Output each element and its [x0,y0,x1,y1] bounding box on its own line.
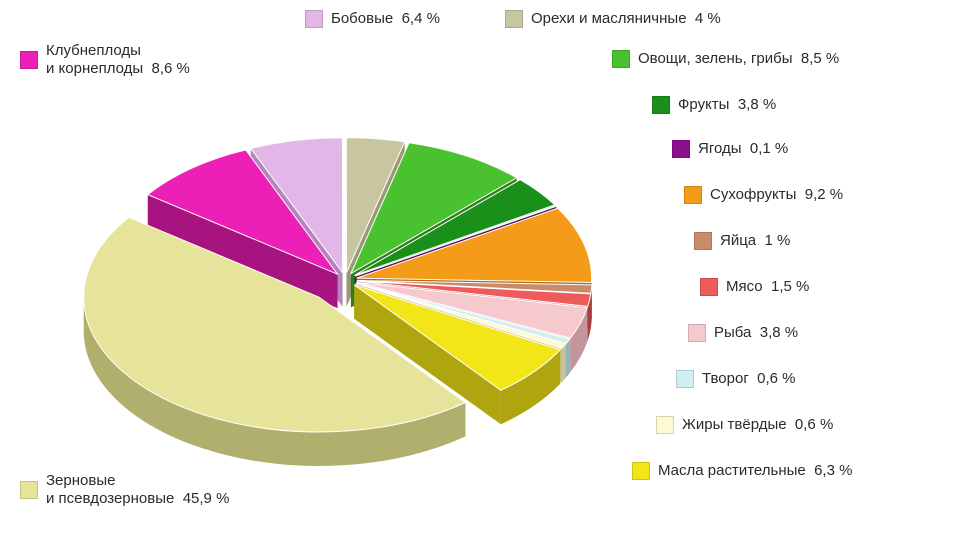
legend-item: Овощи, зелень, грибы 8,5 % [612,50,839,68]
legend-pct: 6,4 % [402,10,440,27]
legend-text: Ягоды 0,1 % [698,140,788,158]
legend-text: Фрукты 3,8 % [678,96,776,114]
legend-item: Сухофрукты 9,2 % [684,186,843,204]
legend-label-line2: и корнеплоды [46,60,143,77]
legend-item: Рыба 3,8 % [688,324,798,342]
legend-swatch [632,462,650,480]
legend-label: Орехи и масляничные [531,10,687,27]
legend-text: Бобовые 6,4 % [331,10,440,28]
pie-chart-3d: Бобовые 6,4 % Орехи и масляничные 4 % Клуб… [0,0,980,540]
legend-swatch [656,416,674,434]
legend-item: Мясо 1,5 % [700,278,809,296]
legend-swatch [700,278,718,296]
legend-label: Яйца [720,232,756,249]
legend-text: Мясо 1,5 % [726,278,809,296]
slice-side [562,344,566,382]
legend-label: Мясо [726,278,763,295]
legend-text: Жиры твёрдые 0,6 % [682,416,833,434]
legend-item: Орехи и масляничные 4 % [505,10,721,28]
legend-label-line2: и псевдозерновые [46,490,174,507]
legend-label: Рыба [714,324,751,341]
legend-label: Бобовые [331,10,393,27]
legend-item: Зерновыеи псевдозерновые 45,9 % [20,472,229,508]
legend-swatch [684,186,702,204]
legend-pct: 9,2 % [805,186,843,203]
legend-text: Яйца 1 % [720,232,790,250]
legend-text: Творог 0,6 % [702,370,796,388]
legend-pct: 8,5 % [801,50,839,67]
legend-pct: 3,8 % [738,96,776,113]
legend-pct: 1 % [765,232,791,249]
legend-text: Сухофрукты 9,2 % [710,186,843,204]
legend-swatch [688,324,706,342]
legend-swatch [20,51,38,69]
legend-text: Клубнеплодыи корнеплоды 8,6 % [46,42,190,78]
legend-item: Творог 0,6 % [676,370,796,388]
legend-item: Ягоды 0,1 % [672,140,788,158]
legend-item: Клубнеплодыи корнеплоды 8,6 % [20,42,190,78]
legend-swatch [672,140,690,158]
slice-side [566,339,570,378]
legend-swatch [612,50,630,68]
legend-item: Фрукты 3,8 % [652,96,776,114]
legend-pct: 0,6 % [757,370,795,387]
legend-pct: 0,1 % [750,140,788,157]
legend-text: Орехи и масляничные 4 % [531,10,721,28]
legend-swatch [652,96,670,114]
legend-item: Жиры твёрдые 0,6 % [656,416,833,434]
legend-label: Фрукты [678,96,729,113]
legend-pct: 1,5 % [771,278,809,295]
legend-label: Овощи, зелень, грибы [638,50,793,67]
legend-swatch [20,481,38,499]
legend-label: Масла растительные [658,462,806,479]
legend-pct: 4 % [695,10,721,27]
legend-pct: 45,9 % [183,490,230,507]
legend-item: Масла растительные 6,3 % [632,462,852,480]
pie-svg [0,0,980,540]
legend-label-line1: Зерновые [46,472,115,489]
legend-pct: 6,3 % [814,462,852,479]
legend-pct: 0,6 % [795,416,833,433]
legend-swatch [676,370,694,388]
legend-swatch [694,232,712,250]
legend-label: Сухофрукты [710,186,796,203]
legend-text: Рыба 3,8 % [714,324,798,342]
legend-text: Овощи, зелень, грибы 8,5 % [638,50,839,68]
legend-label: Ягоды [698,140,742,157]
legend-pct: 3,8 % [760,324,798,341]
legend-label: Творог [702,370,749,387]
legend-item: Яйца 1 % [694,232,790,250]
legend-label-line1: Клубнеплоды [46,42,141,59]
legend-item: Бобовые 6,4 % [305,10,440,28]
legend-text: Масла растительные 6,3 % [658,462,852,480]
legend-label: Жиры твёрдые [682,416,787,433]
legend-swatch [305,10,323,28]
legend-pct: 8,6 % [152,60,190,77]
legend-text: Зерновыеи псевдозерновые 45,9 % [46,472,229,508]
legend-swatch [505,10,523,28]
